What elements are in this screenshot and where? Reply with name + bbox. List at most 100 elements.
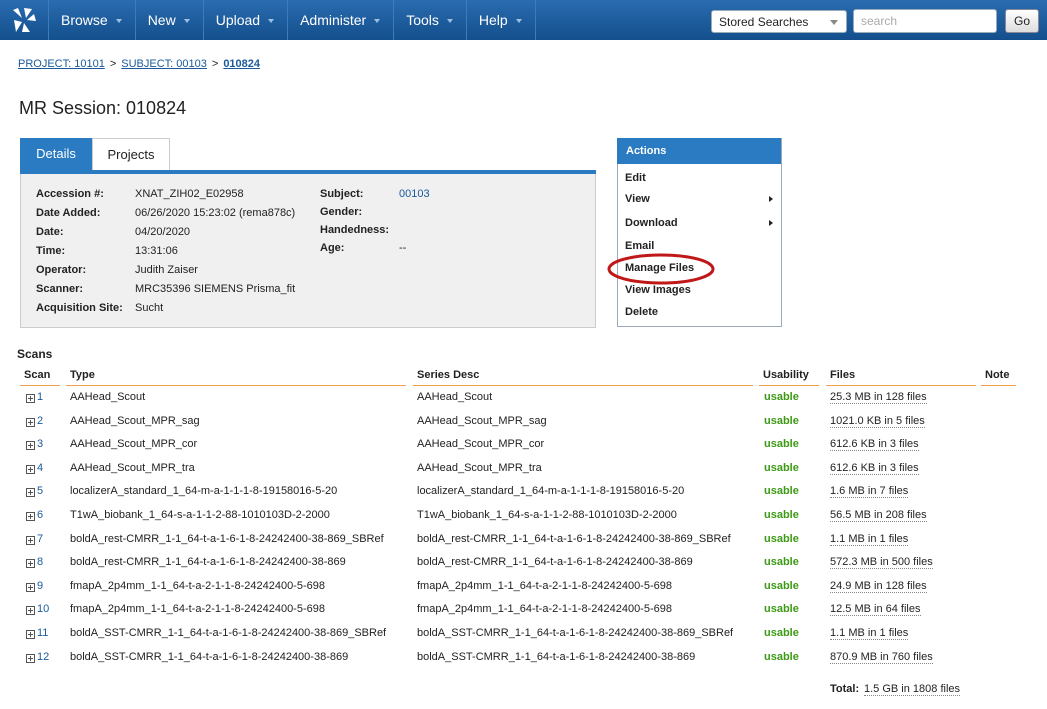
tab[interactable]: Projects bbox=[92, 138, 170, 170]
nav-item[interactable]: Administer bbox=[288, 0, 394, 40]
total-value[interactable]: 1.5 GB in 1808 files bbox=[864, 683, 960, 696]
action-item[interactable]: Edit bbox=[625, 172, 646, 184]
submenu-arrow bbox=[769, 196, 776, 202]
stored-searches-select[interactable]: Stored Searches bbox=[711, 10, 847, 33]
scan-link[interactable]: 5 bbox=[37, 485, 43, 497]
logo[interactable] bbox=[10, 6, 38, 34]
scan-type: T1wA_biobank_1_64-s-a-1-1-2-88-1010103D-… bbox=[70, 509, 330, 521]
detail-value: Judith Zaiser bbox=[135, 264, 198, 276]
scan-link[interactable]: 1 bbox=[37, 391, 43, 403]
submenu-arrow bbox=[769, 220, 776, 226]
breadcrumb-link[interactable]: 010824 bbox=[223, 58, 260, 70]
usability: usable bbox=[764, 462, 799, 474]
files-link[interactable]: 612.6 KB in 3 files bbox=[830, 462, 919, 475]
files-link[interactable]: 56.5 MB in 208 files bbox=[830, 509, 927, 522]
scan-type: fmapA_2p4mm_1-1_64-t-a-2-1-1-8-24242400-… bbox=[70, 580, 325, 592]
expand-icon[interactable] bbox=[26, 441, 35, 450]
column-header: Note bbox=[985, 369, 1009, 381]
usability: usable bbox=[764, 627, 799, 639]
nav-bar: BrowseNewUploadAdministerToolsHelp Store… bbox=[0, 0, 1047, 40]
scan-type: AAHead_Scout bbox=[70, 391, 145, 403]
action-item[interactable]: Manage Files bbox=[625, 262, 694, 274]
go-button[interactable]: Go bbox=[1005, 9, 1039, 33]
files-link[interactable]: 870.9 MB in 760 files bbox=[830, 651, 933, 664]
usability: usable bbox=[764, 603, 799, 615]
usability: usable bbox=[764, 509, 799, 521]
detail-label: Scanner: bbox=[36, 283, 83, 295]
series-desc: boldA_rest-CMRR_1-1_64-t-a-1-6-1-8-24242… bbox=[417, 533, 731, 545]
nav-item[interactable]: Tools bbox=[394, 0, 467, 40]
scan-type: fmapA_2p4mm_1-1_64-t-a-2-1-1-8-24242400-… bbox=[70, 603, 325, 615]
actions-panel bbox=[617, 138, 782, 327]
nav-menu: BrowseNewUploadAdministerToolsHelp bbox=[48, 0, 536, 40]
select-arrow bbox=[830, 20, 838, 29]
files-link[interactable]: 1021.0 KB in 5 files bbox=[830, 415, 925, 428]
expand-icon[interactable] bbox=[26, 559, 35, 568]
breadcrumb-link[interactable]: SUBJECT: 00103 bbox=[121, 58, 207, 70]
scan-type: boldA_rest-CMRR_1-1_64-t-a-1-6-1-8-24242… bbox=[70, 556, 346, 568]
files-link[interactable]: 12.5 MB in 64 files bbox=[830, 603, 921, 616]
action-item[interactable]: Email bbox=[625, 240, 654, 252]
detail-value: -- bbox=[399, 242, 406, 254]
scan-type: boldA_rest-CMRR_1-1_64-t-a-1-6-1-8-24242… bbox=[70, 533, 384, 545]
expand-icon[interactable] bbox=[26, 418, 35, 427]
detail-label: Age: bbox=[320, 242, 344, 254]
series-desc: AAHead_Scout_MPR_sag bbox=[417, 415, 547, 427]
detail-label: Accession #: bbox=[36, 188, 104, 200]
nav-item[interactable]: Upload bbox=[204, 0, 288, 40]
scan-link[interactable]: 6 bbox=[37, 509, 43, 521]
series-desc: AAHead_Scout_MPR_cor bbox=[417, 438, 544, 450]
files-link[interactable]: 24.9 MB in 128 files bbox=[830, 580, 927, 593]
action-item[interactable]: View Images bbox=[625, 284, 691, 296]
files-link[interactable]: 1.1 MB in 1 files bbox=[830, 627, 908, 640]
detail-value: Sucht bbox=[135, 302, 163, 314]
select-text: Stored Searches bbox=[719, 15, 808, 29]
series-desc: AAHead_Scout bbox=[417, 391, 492, 403]
nav-item[interactable]: Browse bbox=[49, 0, 136, 40]
series-desc: boldA_SST-CMRR_1-1_64-t-a-1-6-1-8-242424… bbox=[417, 627, 733, 639]
expand-icon[interactable] bbox=[26, 583, 35, 592]
scan-link[interactable]: 3 bbox=[37, 438, 43, 450]
action-item[interactable]: Download bbox=[625, 217, 678, 229]
files-link[interactable]: 612.6 KB in 3 files bbox=[830, 438, 919, 451]
expand-icon[interactable] bbox=[26, 654, 35, 663]
expand-icon[interactable] bbox=[26, 394, 35, 403]
breadcrumb-separator: > bbox=[212, 58, 218, 70]
scan-link[interactable]: 12 bbox=[37, 651, 49, 663]
breadcrumb-link[interactable]: PROJECT: 10101 bbox=[18, 58, 105, 70]
scan-link[interactable]: 7 bbox=[37, 533, 43, 545]
action-item[interactable]: View bbox=[625, 193, 650, 205]
scan-link[interactable]: 11 bbox=[37, 627, 48, 639]
expand-icon[interactable] bbox=[26, 465, 35, 474]
files-link[interactable]: 1.1 MB in 1 files bbox=[830, 533, 908, 546]
expand-icon[interactable] bbox=[26, 606, 35, 615]
tab-active[interactable]: Details bbox=[20, 138, 92, 170]
files-link[interactable]: 25.3 MB in 128 files bbox=[830, 391, 927, 404]
nav-item[interactable]: New bbox=[136, 0, 204, 40]
column-underline bbox=[981, 385, 1016, 386]
series-desc: localizerA_standard_1_64-m-a-1-1-1-8-191… bbox=[417, 485, 684, 497]
expand-icon[interactable] bbox=[26, 536, 35, 545]
actions-title: Actions bbox=[617, 138, 781, 164]
scan-link[interactable]: 2 bbox=[37, 415, 43, 427]
scan-link[interactable]: 4 bbox=[37, 462, 43, 474]
search-input[interactable]: search bbox=[853, 9, 997, 33]
expand-icon[interactable] bbox=[26, 630, 35, 639]
column-underline bbox=[413, 385, 753, 386]
scan-link[interactable]: 8 bbox=[37, 556, 43, 568]
files-link[interactable]: 572.3 MB in 500 files bbox=[830, 556, 933, 569]
series-desc: AAHead_Scout_MPR_tra bbox=[417, 462, 542, 474]
files-link[interactable]: 1.6 MB in 7 files bbox=[830, 485, 908, 498]
scan-link[interactable]: 10 bbox=[37, 603, 49, 615]
detail-value: MRC35396 SIEMENS Prisma_fit bbox=[135, 283, 295, 295]
search-placeholder: search bbox=[861, 14, 897, 28]
nav-item[interactable]: Help bbox=[467, 0, 536, 40]
detail-value: 13:31:06 bbox=[135, 245, 178, 257]
action-item[interactable]: Delete bbox=[625, 306, 658, 318]
usability: usable bbox=[764, 580, 799, 592]
expand-icon[interactable] bbox=[26, 512, 35, 521]
detail-value[interactable]: 00103 bbox=[399, 188, 430, 200]
expand-icon[interactable] bbox=[26, 488, 35, 497]
scan-link[interactable]: 9 bbox=[37, 580, 43, 592]
